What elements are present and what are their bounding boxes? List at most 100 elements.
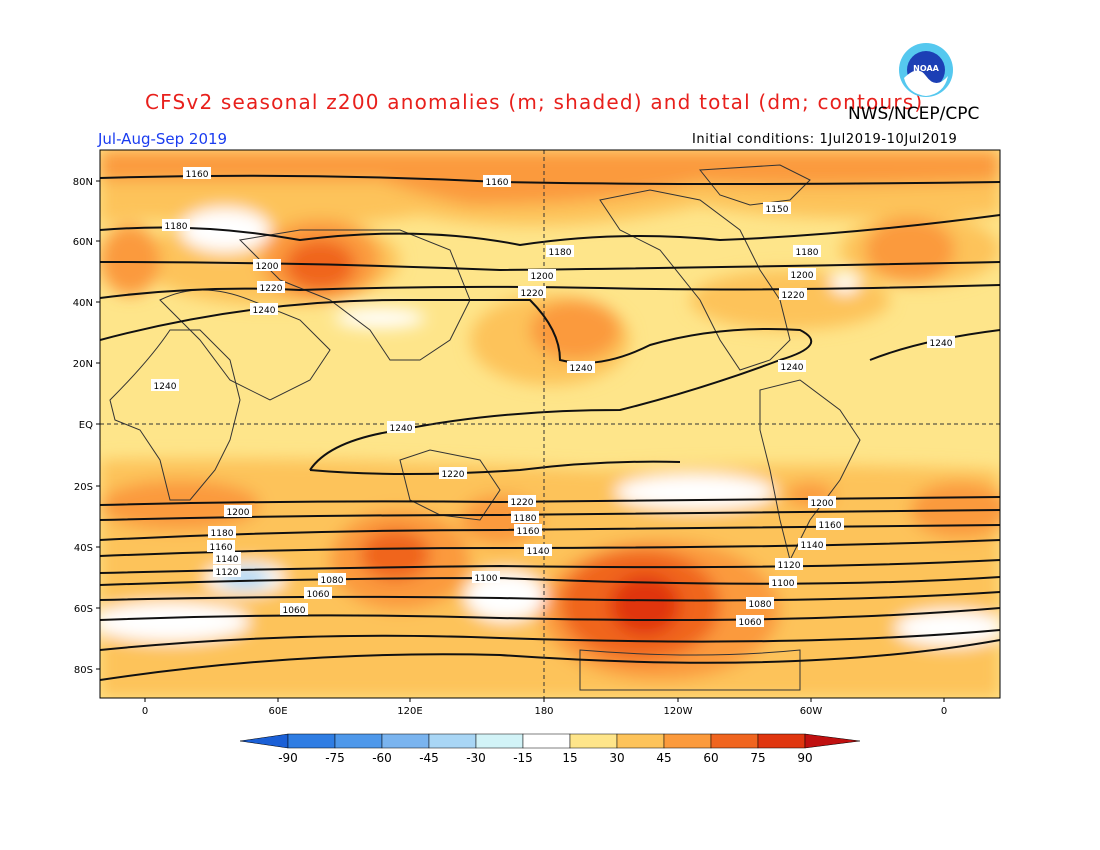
- initial-conditions-label: Initial conditions: 1Jul2019-10Jul2019: [692, 132, 958, 147]
- colorbar-label: 30: [609, 751, 624, 765]
- lat-label: 40S: [74, 543, 93, 554]
- colorbar-label: -45: [419, 751, 439, 765]
- svg-text:1160: 1160: [819, 521, 842, 531]
- colorbar-box: [475, 733, 524, 749]
- contour-labels: 1160 1160 1150 1180 1180 1180 1200 1200 1200 1220…: [151, 167, 955, 628]
- svg-text:1180: 1180: [211, 529, 234, 539]
- colorbar-box: [710, 733, 759, 749]
- svg-text:1240: 1240: [253, 306, 276, 316]
- coastlines: [109, 164, 861, 691]
- svg-text:1120: 1120: [778, 561, 801, 571]
- contour-label: 1240: [250, 303, 278, 316]
- svg-text:1180: 1180: [514, 514, 537, 524]
- lon-label: 0: [941, 706, 947, 717]
- svg-text:1180: 1180: [796, 248, 819, 258]
- lat-label: EQ: [79, 420, 93, 431]
- svg-text:1200: 1200: [811, 499, 834, 509]
- contour-label: 1220: [518, 286, 546, 299]
- contour-label: 1120: [213, 565, 241, 578]
- svg-text:1200: 1200: [791, 271, 814, 281]
- contour-label: 1240: [387, 421, 415, 434]
- svg-text:1150: 1150: [766, 205, 789, 215]
- colorbar-label: 60: [703, 751, 718, 765]
- svg-text:1120: 1120: [216, 568, 239, 578]
- contour-label: 1160: [514, 524, 542, 537]
- colorbar-box: [334, 733, 383, 749]
- colorbar-label: -15: [513, 751, 533, 765]
- svg-text:1200: 1200: [256, 262, 279, 272]
- svg-text:1240: 1240: [930, 339, 953, 349]
- colorbar-label: -30: [466, 751, 486, 765]
- svg-text:1100: 1100: [475, 574, 498, 584]
- svg-text:1240: 1240: [154, 382, 177, 392]
- logo-text: NOAA: [913, 64, 939, 73]
- contour-label: 1150: [763, 202, 791, 215]
- svg-text:1060: 1060: [739, 618, 762, 628]
- contour-label: 1100: [769, 576, 797, 589]
- svg-text:1140: 1140: [527, 547, 550, 557]
- contour-label: 1200: [224, 505, 252, 518]
- svg-text:1240: 1240: [390, 424, 413, 434]
- contour-label: 1240: [778, 360, 806, 373]
- lat-label: 20N: [73, 359, 93, 370]
- svg-text:1200: 1200: [227, 508, 250, 518]
- noaa-logo-icon: NOAA: [899, 43, 953, 97]
- contour-label: 1160: [183, 167, 211, 180]
- colorbar-label: 90: [797, 751, 812, 765]
- colorbar-label: 15: [562, 751, 577, 765]
- colorbar-label: -75: [325, 751, 345, 765]
- svg-text:1220: 1220: [521, 289, 544, 299]
- svg-text:1140: 1140: [216, 555, 239, 565]
- contour-label: 1200: [528, 269, 556, 282]
- contour-label: 1140: [798, 538, 826, 551]
- svg-text:1060: 1060: [307, 590, 330, 600]
- svg-text:1220: 1220: [511, 498, 534, 508]
- colorbar-label: 75: [750, 751, 765, 765]
- contour-label: 1060: [280, 603, 308, 616]
- colorbar-box: [569, 733, 618, 749]
- svg-text:1180: 1180: [549, 248, 572, 258]
- lon-label: 120E: [397, 706, 422, 717]
- svg-text:1200: 1200: [531, 272, 554, 282]
- svg-text:1060: 1060: [283, 606, 306, 616]
- colorbar-box: [522, 733, 571, 749]
- contour-label: 1180: [793, 245, 821, 258]
- contour-label: 1220: [439, 467, 467, 480]
- svg-text:1220: 1220: [442, 470, 465, 480]
- contour-label: 1220: [508, 495, 536, 508]
- lat-label: 60N: [73, 237, 93, 248]
- contour-label: 1160: [816, 518, 844, 531]
- colorbar-box: [287, 733, 336, 749]
- colorbar-arrow-right: [804, 733, 861, 749]
- colorbar-box: [663, 733, 712, 749]
- contour-label: 1240: [567, 361, 595, 374]
- contour-label: 1060: [304, 587, 332, 600]
- contour-label: 1140: [213, 552, 241, 565]
- lat-label: 20S: [74, 482, 93, 493]
- svg-text:1160: 1160: [517, 527, 540, 537]
- lon-label: 0: [142, 706, 148, 717]
- svg-text:1240: 1240: [781, 363, 804, 373]
- lat-label: 40N: [73, 298, 93, 309]
- lat-label: 80S: [74, 665, 93, 676]
- svg-text:1080: 1080: [321, 576, 344, 586]
- contour-label: 1240: [927, 336, 955, 349]
- map-title: CFSv2 seasonal z200 anomalies (m; shaded…: [145, 90, 924, 114]
- lon-label: 60E: [268, 706, 287, 717]
- longitude-labels: 0 60E 120E 180 120W 60W 0: [142, 698, 947, 717]
- svg-text:1180: 1180: [165, 222, 188, 232]
- contour-label: 1160: [207, 540, 235, 553]
- contour-label: 1180: [162, 219, 190, 232]
- lon-label: 180: [534, 706, 553, 717]
- contour-label: 1160: [483, 175, 511, 188]
- colorbar-label: 45: [656, 751, 671, 765]
- svg-text:1080: 1080: [749, 600, 772, 610]
- colorbar-arrow-left: [239, 733, 289, 749]
- lat-label: 80N: [73, 177, 93, 188]
- contour-label: 1140: [524, 544, 552, 557]
- contour-label: 1200: [808, 496, 836, 509]
- svg-text:1100: 1100: [772, 579, 795, 589]
- colorbar-label: -90: [278, 751, 298, 765]
